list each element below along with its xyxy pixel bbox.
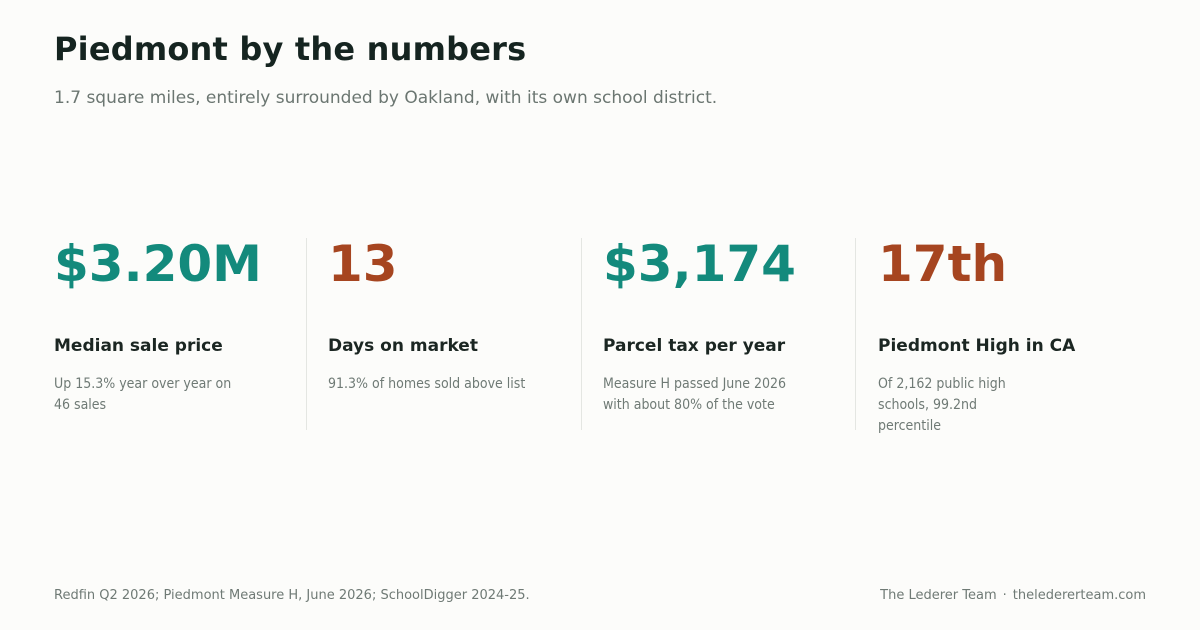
stat-description: Up 15.3% year over year on 46 sales (54, 376, 232, 413)
page-subtitle: 1.7 square miles, entirely surrounded by… (54, 88, 718, 108)
stat-label: Parcel tax per year (603, 336, 786, 356)
stats-row: $3.20M Median sale price Up 15.3% year o… (54, 235, 1154, 434)
brand-name: The Lederer Team (880, 588, 997, 603)
stat-value: 13 (328, 235, 398, 293)
stat-parcel-tax: $3,174 Parcel tax per year Measure H pas… (603, 238, 833, 430)
page-title: Piedmont by the numbers (54, 30, 527, 68)
stat-divider (855, 238, 856, 430)
stat-value: $3.20M (54, 235, 262, 293)
stat-value: $3,174 (603, 235, 796, 293)
stat-label: Median sale price (54, 336, 223, 356)
stat-days-on-market: 13 Days on market 91.3% of homes sold ab… (328, 238, 548, 430)
stat-label: Piedmont High in CA (878, 336, 1076, 356)
stat-description: Of 2,162 public high schools, 99.2nd per… (878, 376, 1006, 434)
stat-description: 91.3% of homes sold above list (328, 376, 526, 392)
stat-median-sale-price: $3.20M Median sale price Up 15.3% year o… (54, 238, 274, 430)
stat-divider (581, 238, 582, 430)
footer-brand: The Lederer Team · theledererteam.com (880, 588, 1146, 603)
stat-piedmont-high: 17th Piedmont High in CA Of 2,162 public… (878, 235, 1118, 434)
footer-separator: · (1002, 588, 1007, 603)
stat-label: Days on market (328, 336, 478, 356)
brand-website: theledererteam.com (1012, 588, 1146, 603)
stat-description: Measure H passed June 2026 with about 80… (603, 376, 787, 413)
stat-value: 17th (878, 235, 1008, 293)
stat-divider (306, 238, 307, 430)
footer-sources: Redfin Q2 2026; Piedmont Measure H, June… (54, 588, 530, 603)
